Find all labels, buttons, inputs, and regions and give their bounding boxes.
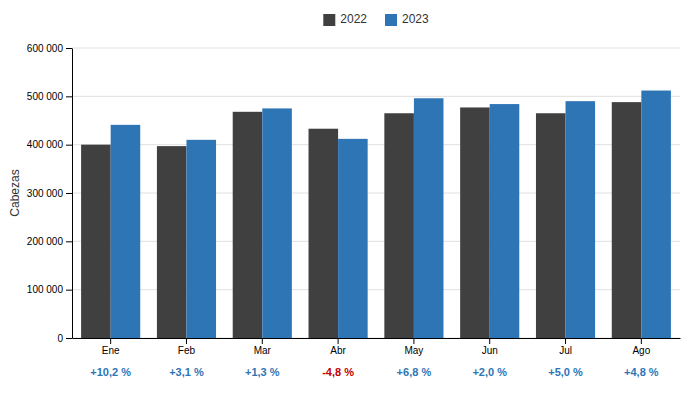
x-tick-mark xyxy=(110,338,111,344)
grid xyxy=(72,48,680,338)
y-tick-mark xyxy=(66,96,72,97)
x-tick-mark xyxy=(262,338,263,344)
x-tick-label: Feb xyxy=(178,345,196,356)
x-tick: Abr xyxy=(330,338,346,356)
x-tick-label: Abr xyxy=(330,345,346,356)
bar xyxy=(111,125,141,338)
change-label: +1,3 % xyxy=(245,366,280,378)
x-tick: Mar xyxy=(254,338,272,356)
bar xyxy=(612,102,642,338)
x-tick-mark xyxy=(565,338,566,344)
y-axis-title: Cabezas xyxy=(8,169,22,216)
x-tick: Jun xyxy=(482,338,498,356)
chart-container: 0 100 000 200 000 300 000 400 000 500 000 600 … xyxy=(0,0,700,400)
legend-item: 2023 xyxy=(385,12,429,26)
change-label: +6,8 % xyxy=(397,366,432,378)
change-label: +10,2 % xyxy=(90,366,131,378)
y-tick-mark xyxy=(66,145,72,146)
x-tick-label: Ene xyxy=(102,345,120,356)
chart-svg: 0 100 000 200 000 300 000 400 000 500 000 600 … xyxy=(0,0,700,400)
legend-label: 2022 xyxy=(340,12,367,26)
y-tick-mark xyxy=(66,338,72,339)
bar xyxy=(536,113,566,338)
bar-series xyxy=(111,91,671,338)
y-tick-label: 300 000 xyxy=(27,188,64,199)
x-tick-mark xyxy=(413,338,414,344)
y-tick-label: 0 xyxy=(57,333,63,344)
x-tick-label: Ago xyxy=(632,345,650,356)
change-label: -4,8 % xyxy=(322,366,354,378)
y-tick-label: 200 000 xyxy=(27,236,64,247)
bar xyxy=(566,101,596,338)
y-tick-label: 100 000 xyxy=(27,284,64,295)
x-tick-mark xyxy=(641,338,642,344)
y-tick-label: 400 000 xyxy=(27,139,64,150)
y-tick-mark xyxy=(66,48,72,49)
bar xyxy=(233,112,263,338)
legend-swatch xyxy=(385,14,397,26)
bar xyxy=(414,98,444,338)
bar xyxy=(309,129,339,338)
bar xyxy=(460,107,490,338)
change-label: +4,8 % xyxy=(624,366,659,378)
bars xyxy=(81,91,671,338)
x-axis-line xyxy=(73,338,681,339)
bar xyxy=(490,104,520,338)
change-label: +5,0 % xyxy=(548,366,583,378)
y-tick-mark xyxy=(66,241,72,242)
grid-line xyxy=(72,48,680,49)
bar xyxy=(186,140,216,338)
change-label: +2,0 % xyxy=(472,366,507,378)
bar xyxy=(157,146,187,338)
x-tick-mark xyxy=(338,338,339,344)
bar xyxy=(338,139,368,338)
y-tick: 400 000 xyxy=(27,139,72,150)
y-axis: 0 100 000 200 000 300 000 400 000 500 000 600 … xyxy=(27,43,73,344)
y-tick: 100 000 xyxy=(27,284,72,295)
y-tick: 300 000 xyxy=(27,188,72,199)
x-tick: Feb xyxy=(178,338,196,356)
x-tick: Ago xyxy=(632,338,650,356)
y-tick: 0 xyxy=(57,333,72,344)
x-tick-mark xyxy=(489,338,490,344)
x-tick: Ene xyxy=(102,338,120,356)
bar xyxy=(384,113,414,338)
bar xyxy=(262,108,292,338)
plot: 0 100 000 200 000 300 000 400 000 500 000 600 … xyxy=(27,43,681,378)
x-axis: Ene Feb Mar Abr May Jun Jul Ago xyxy=(73,338,681,356)
bar xyxy=(81,145,111,338)
y-tick-label: 600 000 xyxy=(27,43,64,54)
y-tick-label: 500 000 xyxy=(27,91,64,102)
legend-swatch xyxy=(323,14,335,26)
legend: 2022 2023 xyxy=(323,12,429,26)
bar xyxy=(641,91,671,338)
x-tick: May xyxy=(404,338,423,356)
y-tick: 600 000 xyxy=(27,43,72,54)
y-tick-mark xyxy=(66,193,72,194)
x-tick-mark xyxy=(186,338,187,344)
y-tick-mark xyxy=(66,290,72,291)
x-tick-label: Mar xyxy=(254,345,272,356)
grid-line xyxy=(72,96,680,97)
x-tick-label: Jun xyxy=(482,345,498,356)
legend-item: 2022 xyxy=(323,12,367,26)
x-tick: Jul xyxy=(559,338,572,356)
change-label: +3,1 % xyxy=(169,366,204,378)
y-tick: 200 000 xyxy=(27,236,72,247)
y-axis-line xyxy=(72,49,73,339)
annotations: +10,2 % +3,1 % +1,3 % -4,8 % +6,8 % +2,0 % +5,… xyxy=(90,366,658,378)
y-tick: 500 000 xyxy=(27,91,72,102)
x-tick-label: May xyxy=(404,345,423,356)
x-tick-label: Jul xyxy=(559,345,572,356)
bar-series xyxy=(81,102,641,338)
legend-label: 2023 xyxy=(402,12,429,26)
